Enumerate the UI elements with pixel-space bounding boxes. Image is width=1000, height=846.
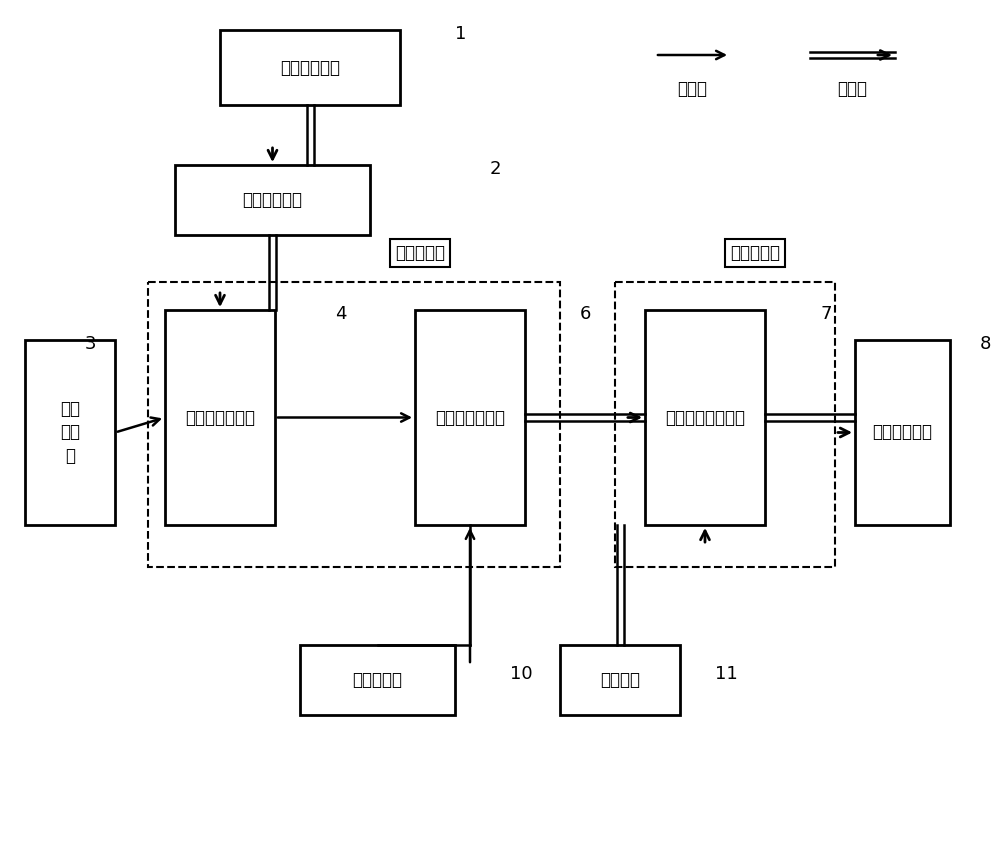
Text: 光电下变换单元: 光电下变换单元 (435, 409, 505, 426)
Text: 11: 11 (715, 665, 738, 683)
Bar (415, 310, 525, 525)
Text: 载波
激光
器: 载波 激光 器 (60, 400, 80, 465)
Text: 2: 2 (490, 160, 502, 178)
Bar (175, 165, 370, 235)
Text: 电光上变换单元: 电光上变换单元 (185, 409, 255, 426)
Bar (615, 282, 835, 567)
Text: 3: 3 (85, 335, 96, 353)
Text: 10: 10 (510, 665, 533, 683)
Text: 电本振源: 电本振源 (600, 671, 640, 689)
Text: 光路径: 光路径 (677, 80, 707, 98)
Text: 第一级变频: 第一级变频 (395, 244, 445, 262)
Text: 电预处理单元: 电预处理单元 (242, 191, 302, 209)
Text: 1: 1 (455, 25, 466, 43)
Text: 8: 8 (980, 335, 991, 353)
Text: 4: 4 (335, 305, 347, 323)
Bar (560, 645, 680, 715)
Bar (855, 340, 950, 525)
Bar (148, 282, 560, 567)
Text: 7: 7 (820, 305, 832, 323)
Text: 信号输入单元: 信号输入单元 (280, 58, 340, 76)
Text: 第二级变频: 第二级变频 (730, 244, 780, 262)
Bar (300, 645, 455, 715)
Text: 本振激光器: 本振激光器 (352, 671, 402, 689)
Bar (220, 30, 400, 105)
Text: 电路径: 电路径 (837, 80, 867, 98)
Bar (645, 310, 765, 525)
Text: 高中频下变频单元: 高中频下变频单元 (665, 409, 745, 426)
Text: 信号输出单元: 信号输出单元 (872, 424, 932, 442)
Text: 6: 6 (580, 305, 591, 323)
Bar (165, 310, 275, 525)
Bar (25, 340, 115, 525)
